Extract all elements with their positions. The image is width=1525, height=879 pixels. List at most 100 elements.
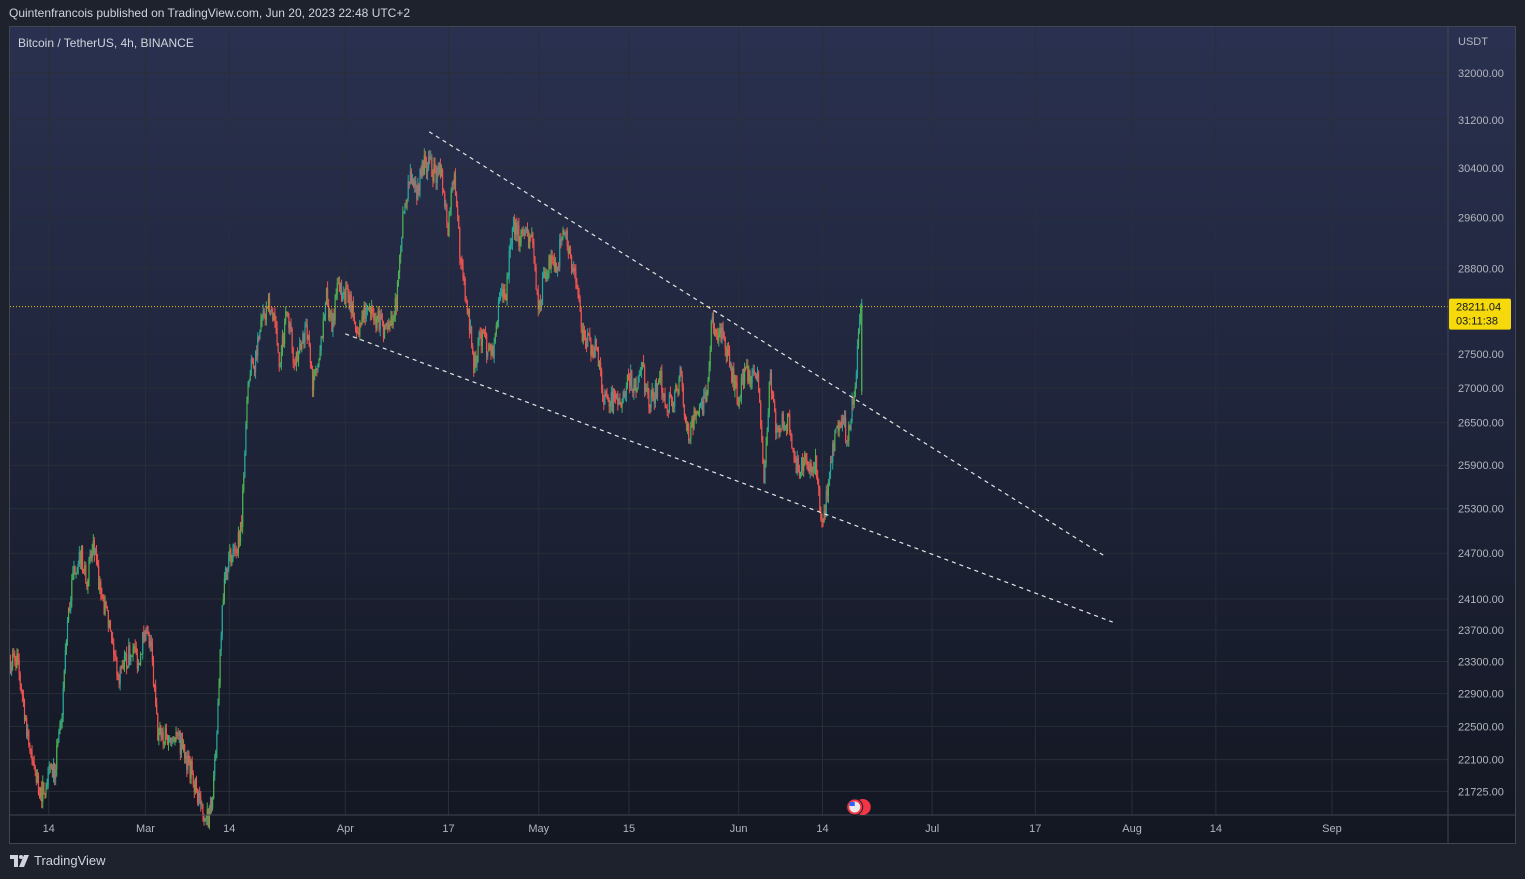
candle-body — [416, 187, 418, 200]
candle-body — [607, 396, 609, 400]
candle-body — [218, 684, 220, 704]
candle-body — [352, 303, 354, 317]
tradingview-brand[interactable]: TradingView — [10, 853, 106, 868]
candle-body — [321, 335, 323, 338]
candle-body — [247, 384, 249, 400]
candle-body — [842, 418, 845, 421]
candle-body — [620, 404, 622, 407]
price-tick-label: 30400.00 — [1458, 163, 1504, 175]
candle-body — [509, 244, 511, 251]
candle-body — [328, 304, 330, 318]
chart-panel[interactable]: 28211.04 03:11:38 32000.00 31200.00 30400.0… — [9, 26, 1516, 844]
candle-body — [142, 632, 144, 655]
candle-body — [661, 370, 663, 393]
candle-body — [602, 390, 604, 402]
candle-body — [279, 363, 281, 368]
candle-body — [300, 343, 302, 350]
candle-body — [316, 369, 318, 371]
candle-body — [709, 350, 711, 367]
candle-body — [646, 387, 648, 389]
candle-body — [11, 666, 13, 673]
candle-body — [609, 404, 611, 407]
candle-body — [795, 458, 797, 474]
candle-body — [545, 271, 547, 280]
candle-body — [167, 739, 170, 745]
candle-body — [249, 374, 251, 381]
candle-body — [679, 368, 681, 378]
candle-body — [837, 425, 839, 432]
candle-body — [163, 743, 165, 745]
candle-body — [527, 235, 530, 249]
candle-body — [754, 373, 756, 375]
candle-body — [502, 289, 504, 299]
candle-body — [805, 453, 807, 459]
candle-body — [467, 309, 469, 314]
candle-body — [411, 179, 414, 183]
candle-body — [562, 230, 564, 237]
candle-body — [102, 597, 104, 599]
candle-body — [510, 244, 512, 246]
candle-body — [382, 321, 385, 338]
candle-body — [210, 801, 213, 808]
candle-body — [260, 320, 262, 332]
trendlines[interactable] — [345, 131, 1113, 623]
time-tick-label: Apr — [337, 823, 354, 835]
candle-body — [807, 464, 809, 467]
candle-body — [796, 458, 798, 474]
candle-body — [270, 309, 272, 312]
candle-body — [541, 277, 544, 305]
candle-body — [826, 490, 828, 497]
candle-body — [401, 238, 403, 252]
candle-body — [19, 673, 21, 685]
candle-body — [423, 155, 425, 175]
candle-body — [313, 375, 315, 391]
candle-body — [76, 567, 78, 573]
candle-body — [364, 305, 366, 319]
symbol-title[interactable]: Bitcoin / TetherUS, 4h, BINANCE — [18, 36, 194, 50]
candle-body — [750, 382, 752, 384]
candle-body — [519, 243, 521, 246]
candle-body — [128, 645, 130, 667]
candle-body — [468, 309, 471, 332]
candle-body — [61, 715, 63, 722]
candle-body — [106, 605, 108, 611]
candle-body — [575, 271, 577, 283]
candle-body — [380, 314, 382, 320]
candle-body — [598, 362, 601, 366]
candle-body — [748, 370, 750, 382]
candle-body — [141, 654, 143, 656]
candle-body — [511, 227, 514, 245]
candle-body — [471, 326, 473, 347]
candle-body — [395, 298, 397, 309]
candle-body — [98, 565, 100, 590]
candle-body — [827, 485, 830, 497]
candle-body — [204, 819, 206, 821]
candle-body — [530, 236, 532, 238]
brand-label: TradingView — [34, 853, 106, 868]
candle-body — [747, 365, 749, 382]
candle-body — [482, 330, 485, 332]
candle-body — [346, 287, 348, 289]
candle-body — [532, 233, 534, 245]
candle-body — [369, 308, 372, 315]
candle-body — [220, 635, 222, 650]
candle-body — [735, 380, 737, 383]
candle-body — [317, 364, 319, 371]
candle-body — [644, 366, 646, 392]
candle-body — [309, 346, 311, 363]
candlestick-chart[interactable]: 28211.04 03:11:38 32000.00 31200.00 30400.0… — [10, 27, 1515, 843]
candle-body — [536, 289, 538, 293]
candle-body — [412, 179, 415, 187]
candle-body — [32, 760, 34, 763]
candle-body — [474, 355, 476, 373]
candle-body — [584, 335, 587, 344]
candle-body — [101, 594, 103, 598]
candle-body — [764, 463, 766, 484]
candle-body — [861, 306, 863, 392]
candle-body — [612, 393, 615, 411]
candle-body — [813, 469, 816, 472]
candle-body — [49, 764, 51, 766]
candle-body — [611, 391, 613, 411]
candle-body — [498, 298, 501, 301]
candle-body — [291, 328, 293, 349]
